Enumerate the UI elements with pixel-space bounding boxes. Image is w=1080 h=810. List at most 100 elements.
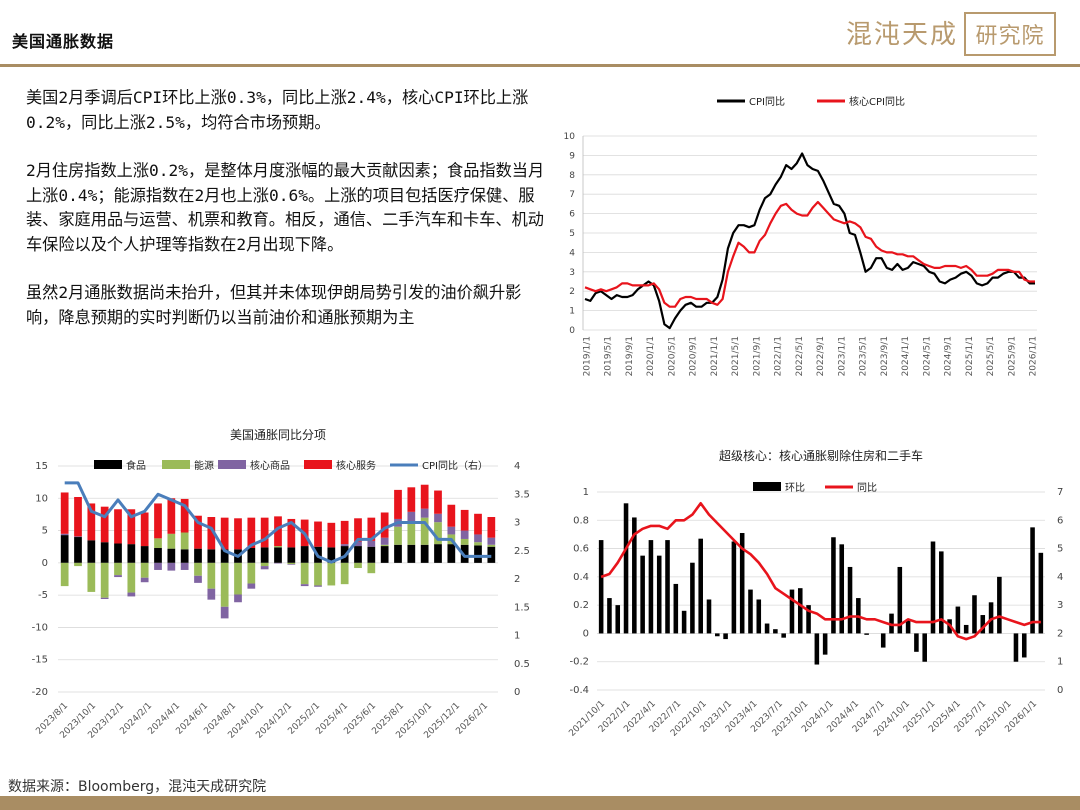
stacked-bar-食品 (140, 546, 149, 563)
stacked-bar-核心商品 (114, 575, 122, 578)
stacked-bar-核心商品 (74, 536, 82, 538)
legend-swatch (162, 460, 190, 469)
chart-title: 美国通胀同比分项 (230, 428, 326, 442)
legend-label: 环比 (785, 482, 805, 494)
source-note: 数据来源：Bloomberg，混沌天成研究院 (8, 779, 267, 795)
x-tick-label: 2024/5/1 (922, 336, 932, 376)
x-tick-label: 2019/5/1 (604, 336, 614, 376)
x-tick-label: 2020/1/1 (646, 336, 656, 376)
stacked-bar-食品 (367, 546, 376, 563)
stacked-bar-食品 (60, 535, 69, 563)
mom-bar (839, 544, 845, 634)
y-tick-label: 9 (569, 151, 575, 161)
series-line-core-cpi (584, 200, 1035, 308)
stacked-bar-核心服务 (474, 513, 482, 535)
stacked-bar-能源 (114, 562, 122, 576)
stacked-bar-食品 (87, 540, 96, 563)
stacked-bar-能源 (234, 562, 242, 595)
y-tick-label-left: 5 (42, 526, 48, 537)
mom-bar (673, 583, 679, 634)
y-tick-label-right: 4 (1057, 572, 1063, 583)
legend-label: 食品 (126, 459, 146, 472)
mom-bar (781, 633, 786, 638)
y-tick-label-right: 4 (514, 461, 520, 472)
x-tick-label: 2026/1/1 (1029, 336, 1039, 376)
mom-bar (640, 555, 645, 634)
mom-bar (822, 633, 828, 655)
stacked-bar-能源 (300, 562, 309, 585)
stacked-bar-核心服务 (167, 498, 176, 534)
stacked-bar-能源 (287, 562, 296, 565)
mom-bar (922, 633, 927, 662)
x-tick-label: 2023/9/1 (880, 336, 890, 376)
stacked-bar-核心服务 (407, 487, 416, 512)
stacked-bar-能源 (474, 542, 482, 546)
stacked-bar-核心服务 (420, 484, 429, 509)
stacked-bar-食品 (380, 546, 389, 563)
x-tick-label: 2020/9/1 (689, 336, 699, 376)
x-tick-label: 2024/9/1 (944, 336, 954, 376)
stacked-bar-能源 (380, 544, 389, 547)
stacked-bar-食品 (420, 544, 429, 563)
stacked-bar-核心服务 (180, 498, 189, 533)
mom-bar (681, 610, 687, 634)
mom-bar (623, 503, 629, 634)
mom-bar (656, 555, 662, 634)
stacked-bar-核心商品 (220, 606, 229, 619)
stacked-bar-核心服务 (340, 520, 349, 545)
commentary-text: 美国2月季调后CPI环比上涨0.3%，同比上涨2.4%，核心CPI环比上涨0.2… (26, 86, 546, 354)
stacked-bar-能源 (460, 538, 469, 545)
legend-label: 核心商品 (250, 459, 290, 472)
y-tick-label-left: 10 (35, 493, 48, 504)
mom-bar (690, 562, 695, 634)
y-tick-label-right: 2.5 (514, 546, 530, 557)
mom-bar (598, 540, 604, 634)
mom-bar (897, 566, 903, 634)
stacked-bar-食品 (154, 548, 162, 563)
stacked-bar-食品 (74, 537, 82, 563)
cpi-yoy-chart-svg: 0 1 2 3 4 5 6 7 8 9 10 2019/1/1 2019/5/1 2019/9/1 2020… (564, 95, 1039, 376)
y-tick-label-left: -20 (32, 687, 48, 698)
stacked-bar-核心商品 (194, 575, 202, 583)
mom-bar (665, 540, 670, 634)
commentary-paragraph: 虽然2月通胀数据尚未抬升，但其并未体现伊朗局势引发的油价飙升影响，降息预期的实时… (26, 283, 522, 327)
y-tick-label-left: 0 (583, 628, 589, 639)
mom-bar (814, 633, 820, 665)
stacked-bar-核心商品 (100, 597, 109, 600)
stacked-bar-核心商品 (380, 537, 389, 545)
y-tick-label: 3 (569, 268, 575, 278)
y-tick-label-right: 3.5 (514, 489, 530, 500)
stacked-bar-核心商品 (314, 585, 322, 587)
mom-bar (739, 533, 745, 634)
stacked-bar-核心商品 (207, 588, 216, 600)
mom-bar (889, 613, 894, 634)
x-tick-label: 2022/5/1 (795, 336, 805, 376)
mom-bar (972, 595, 977, 634)
stacked-bar-能源 (60, 562, 69, 587)
y-tick-label: 5 (569, 229, 575, 239)
stacked-bar-核心服务 (74, 496, 82, 537)
stacked-bar-能源 (394, 526, 402, 545)
cpi-yoy-chart: 0 1 2 3 4 5 6 7 8 9 10 2019/1/1 2019/5/1 2019/9/1 2020… (555, 88, 1045, 398)
y-tick-label-right: 1.5 (514, 602, 530, 613)
y-tick-label: 6 (569, 210, 575, 220)
x-tick-label: 2019/1/1 (583, 336, 593, 376)
stacked-bar-核心服务 (380, 512, 389, 538)
y-tick-label-right: 2 (514, 574, 520, 585)
x-tick-label: 2025/5/1 (986, 336, 996, 376)
stacked-bar-食品 (260, 547, 269, 563)
stacked-bar-食品 (114, 543, 122, 563)
stacked-bar-能源 (327, 562, 336, 586)
mom-bar (648, 540, 654, 634)
stacked-bar-能源 (74, 562, 82, 567)
y-tick-label-left: -15 (32, 655, 48, 666)
stacked-bar-能源 (154, 538, 162, 549)
mom-bar (607, 598, 612, 634)
cpi-components-chart: 美国通胀同比分项 -20 -15 -10 -5 0 5 10 15 0 0.5 1 1.5 2 2.5 3 3.… (22, 422, 552, 772)
mom-bar (797, 588, 803, 634)
stacked-bar-能源 (407, 521, 416, 545)
stacked-bar-食品 (180, 549, 189, 563)
stacked-bar-核心服务 (487, 517, 496, 538)
stacked-bar-核心商品 (354, 541, 362, 547)
stacked-bar-能源 (340, 562, 349, 585)
